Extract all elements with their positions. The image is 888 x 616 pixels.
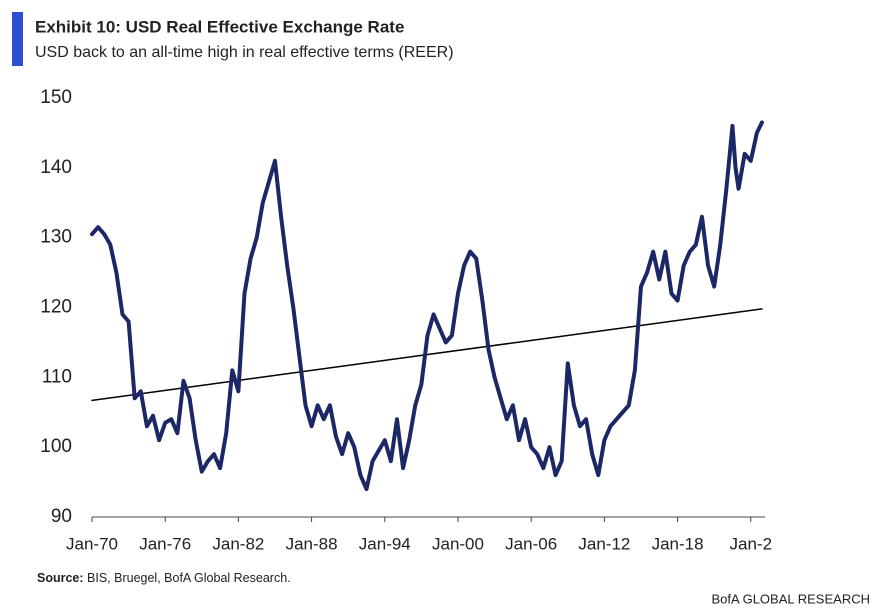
x-tick-label: Jan-88 xyxy=(286,534,338,553)
title-accent xyxy=(12,12,23,66)
x-tick-label: Jan-12 xyxy=(578,534,630,553)
chart-subtitle: USD back to an all-time high in real eff… xyxy=(35,44,454,61)
y-tick-label: 120 xyxy=(40,297,72,318)
x-tick-label: Jan-76 xyxy=(139,534,191,553)
x-tick-label: Jan-94 xyxy=(359,534,411,553)
y-tick-label: 130 xyxy=(40,227,72,248)
source: Source: BIS, Bruegel, BofA Global Resear… xyxy=(37,571,291,585)
x-tick-label: Jan-2 xyxy=(730,534,773,553)
y-tick-label: 90 xyxy=(51,506,72,527)
source-label: Source: xyxy=(37,571,84,585)
chart-title: Exhibit 10: USD Real Effective Exchange … xyxy=(35,17,404,36)
brand: BofA GLOBAL RESEARCH xyxy=(712,591,870,606)
y-tick-label: 150 xyxy=(40,87,72,108)
y-tick-label: 110 xyxy=(42,366,72,387)
y-tick-label: 100 xyxy=(40,436,72,457)
x-tick-label: Jan-06 xyxy=(505,534,557,553)
x-tick-label: Jan-82 xyxy=(212,534,264,553)
x-tick-label: Jan-70 xyxy=(66,534,118,553)
y-tick-label: 140 xyxy=(40,157,72,178)
series-line xyxy=(90,120,764,492)
x-tick-label: Jan-00 xyxy=(432,534,484,553)
x-tick-label: Jan-18 xyxy=(652,534,704,553)
source-text: BIS, Bruegel, BofA Global Research. xyxy=(87,571,291,585)
